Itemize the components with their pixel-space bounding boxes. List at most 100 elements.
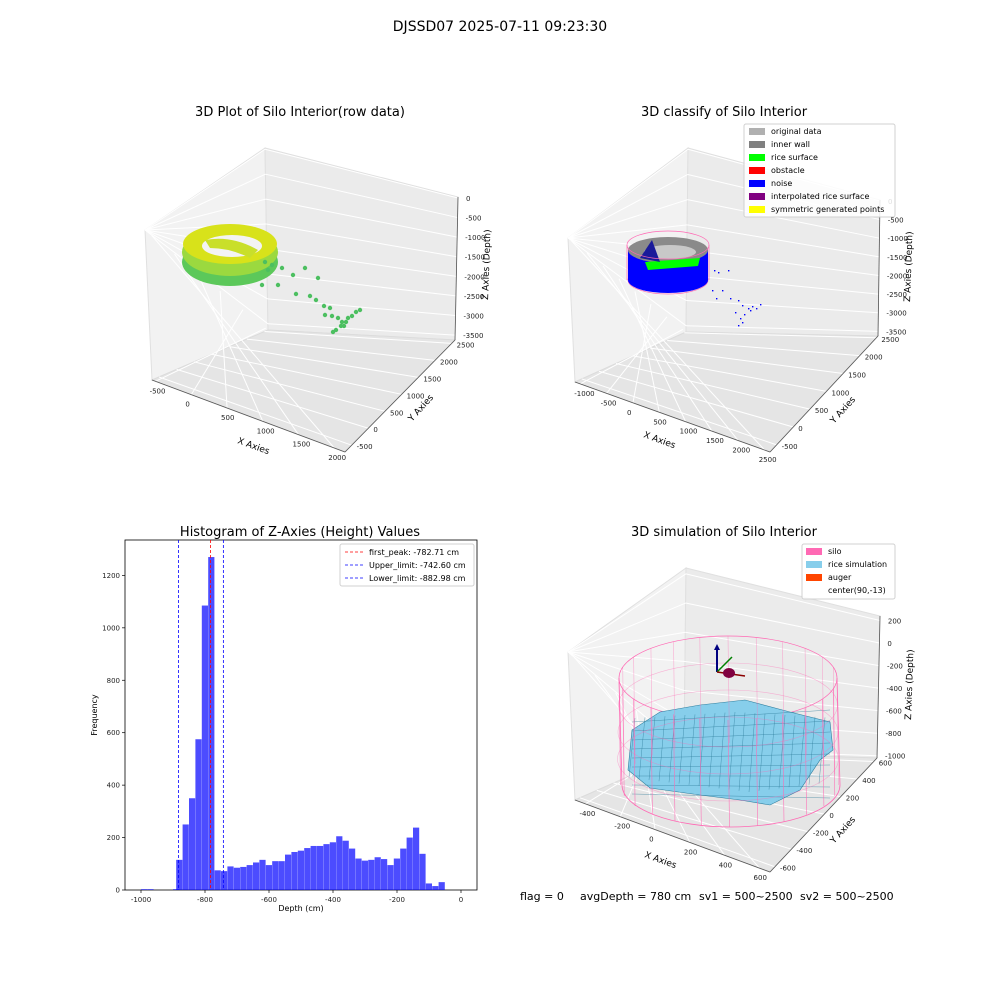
histogram-bar: [259, 859, 266, 890]
legend-label: Lower_limit: -882.98 cm: [369, 574, 466, 583]
z-gridline: [567, 651, 686, 662]
z-gridline: [144, 198, 266, 231]
z-tick-label: -2000: [464, 273, 484, 281]
raw-point: [329, 313, 335, 319]
z-tick-label: -1000: [887, 235, 907, 243]
legend-swatch: [749, 193, 765, 200]
silo-vertical-line: [822, 698, 825, 807]
silo-vertical-line: [699, 637, 702, 745]
z-gridline: [567, 237, 687, 327]
figure-suptitle: DJSSD07 2025-07-11 09:23:30: [393, 19, 607, 35]
histogram-bar: [400, 848, 407, 890]
histogram-bar: [368, 859, 375, 890]
chart1-z-axis-line: [454, 196, 459, 341]
z-tick-label: -2000: [887, 272, 907, 280]
mesh-line: [631, 731, 831, 741]
histogram-bar: [406, 837, 413, 890]
silo-ring: [618, 662, 838, 748]
chart1-tick-labels: -500 0 500 1000 1500 2000 -500 0 500 1000 1500 2000…: [150, 195, 486, 462]
histogram-bar: [432, 886, 439, 890]
z-gridline: [567, 174, 688, 239]
chart4-legend: silo rice simulation auger center(90,-13): [801, 543, 896, 600]
z-tick-label: -1000: [465, 234, 485, 242]
z-tick-label: -500: [888, 217, 904, 225]
z-tick-label: 0: [466, 195, 470, 203]
mesh-line: [631, 764, 831, 768]
silo-ring: [617, 716, 839, 802]
panel-classify: 3D classify of Silo Interior -1000 -500 0 5…: [567, 105, 915, 464]
y-tick-label: 1500: [848, 371, 866, 379]
x-tick-label: 600: [754, 874, 767, 882]
chart2-x-axis-line: [574, 381, 771, 453]
raw-point: [345, 315, 351, 321]
legend-label: noise: [771, 179, 792, 188]
raw-point: [353, 309, 359, 315]
histogram-bar: [355, 858, 362, 890]
y-tick-label: 2500: [881, 336, 899, 344]
histogram-bar: [265, 865, 272, 890]
x-tick-label: 0: [627, 409, 631, 417]
z-tick-label: -600: [886, 708, 902, 716]
silo-vertical-line: [622, 667, 625, 775]
noise-point: [735, 312, 737, 314]
y-tick-label: 200: [107, 834, 120, 842]
silo-vertical-line: [755, 637, 759, 745]
x-gridline: [219, 291, 228, 409]
y-tick-label: 800: [107, 677, 120, 685]
chart3-title: Histogram of Z-Axies (Height) Values: [180, 525, 420, 540]
chart4-legend-entries: silo rice simulation auger center(90,-13): [806, 547, 887, 595]
z-tick-label: -500: [466, 215, 482, 223]
y-tick-label: 400: [862, 777, 875, 785]
silo-vertical-line: [673, 641, 676, 749]
histogram-bar: [141, 889, 148, 890]
mesh-line: [728, 711, 736, 790]
legend-swatch: [749, 206, 765, 213]
chart1-scattered-points: [259, 259, 363, 335]
silo-vertical-line: [804, 707, 807, 815]
mesh-line: [631, 709, 831, 723]
x-gridline: [632, 303, 652, 403]
y-tick-label: 1500: [423, 375, 441, 383]
legend-swatch: [806, 574, 822, 581]
z-gridline: [686, 249, 879, 276]
mesh-line: [748, 713, 756, 793]
chart3-bars: [141, 557, 445, 890]
z-gridline: [686, 325, 879, 332]
histogram-bar: [246, 865, 253, 890]
x-tick-label: -1000: [574, 390, 594, 398]
raw-point: [290, 272, 296, 278]
histogram-bar: [285, 854, 292, 890]
x-gridline: [151, 235, 335, 449]
z-gridline: [687, 224, 880, 258]
chart2-noise-bottom: [628, 267, 708, 293]
raw-point: [265, 267, 271, 273]
footer-sv2: sv2 = 500~2500: [800, 890, 894, 903]
histogram-bar: [361, 860, 368, 890]
legend-swatch: [749, 141, 765, 148]
silo-vertical-line: [832, 688, 836, 796]
chart2-y-axis-line: [769, 335, 879, 453]
raw-point: [307, 293, 313, 299]
y-tick-label: 0: [373, 426, 377, 434]
histogram-bar: [317, 845, 324, 890]
footer-status: flag = 0 avgDepth = 780 cm sv1 = 500~250…: [520, 890, 894, 903]
chart2-legend-entries: original data inner wall rice surface obsta…: [749, 127, 884, 214]
mesh-line: [688, 714, 696, 785]
mesh-line: [718, 712, 726, 789]
histogram-bar: [278, 861, 285, 890]
chart1-zlabel: Z Axies (Depth): [481, 229, 493, 300]
chart4-legend-box: [801, 543, 896, 600]
y-tick-label: 2000: [440, 358, 458, 366]
raw-point: [327, 305, 333, 311]
x-gridline: [606, 316, 668, 394]
chart4-auger-z-arrowhead: [714, 644, 720, 650]
histogram-bar: [323, 844, 330, 890]
chart1-ring-interior-points: [205, 238, 258, 258]
histogram-bar: [291, 851, 298, 890]
raw-point: [322, 312, 328, 318]
x-tick-label: 400: [719, 861, 732, 869]
chart4-rice-surface: [627, 699, 834, 806]
chart1-title: 3D Plot of Silo Interior(row data): [195, 105, 405, 120]
z-gridline: [267, 273, 456, 297]
